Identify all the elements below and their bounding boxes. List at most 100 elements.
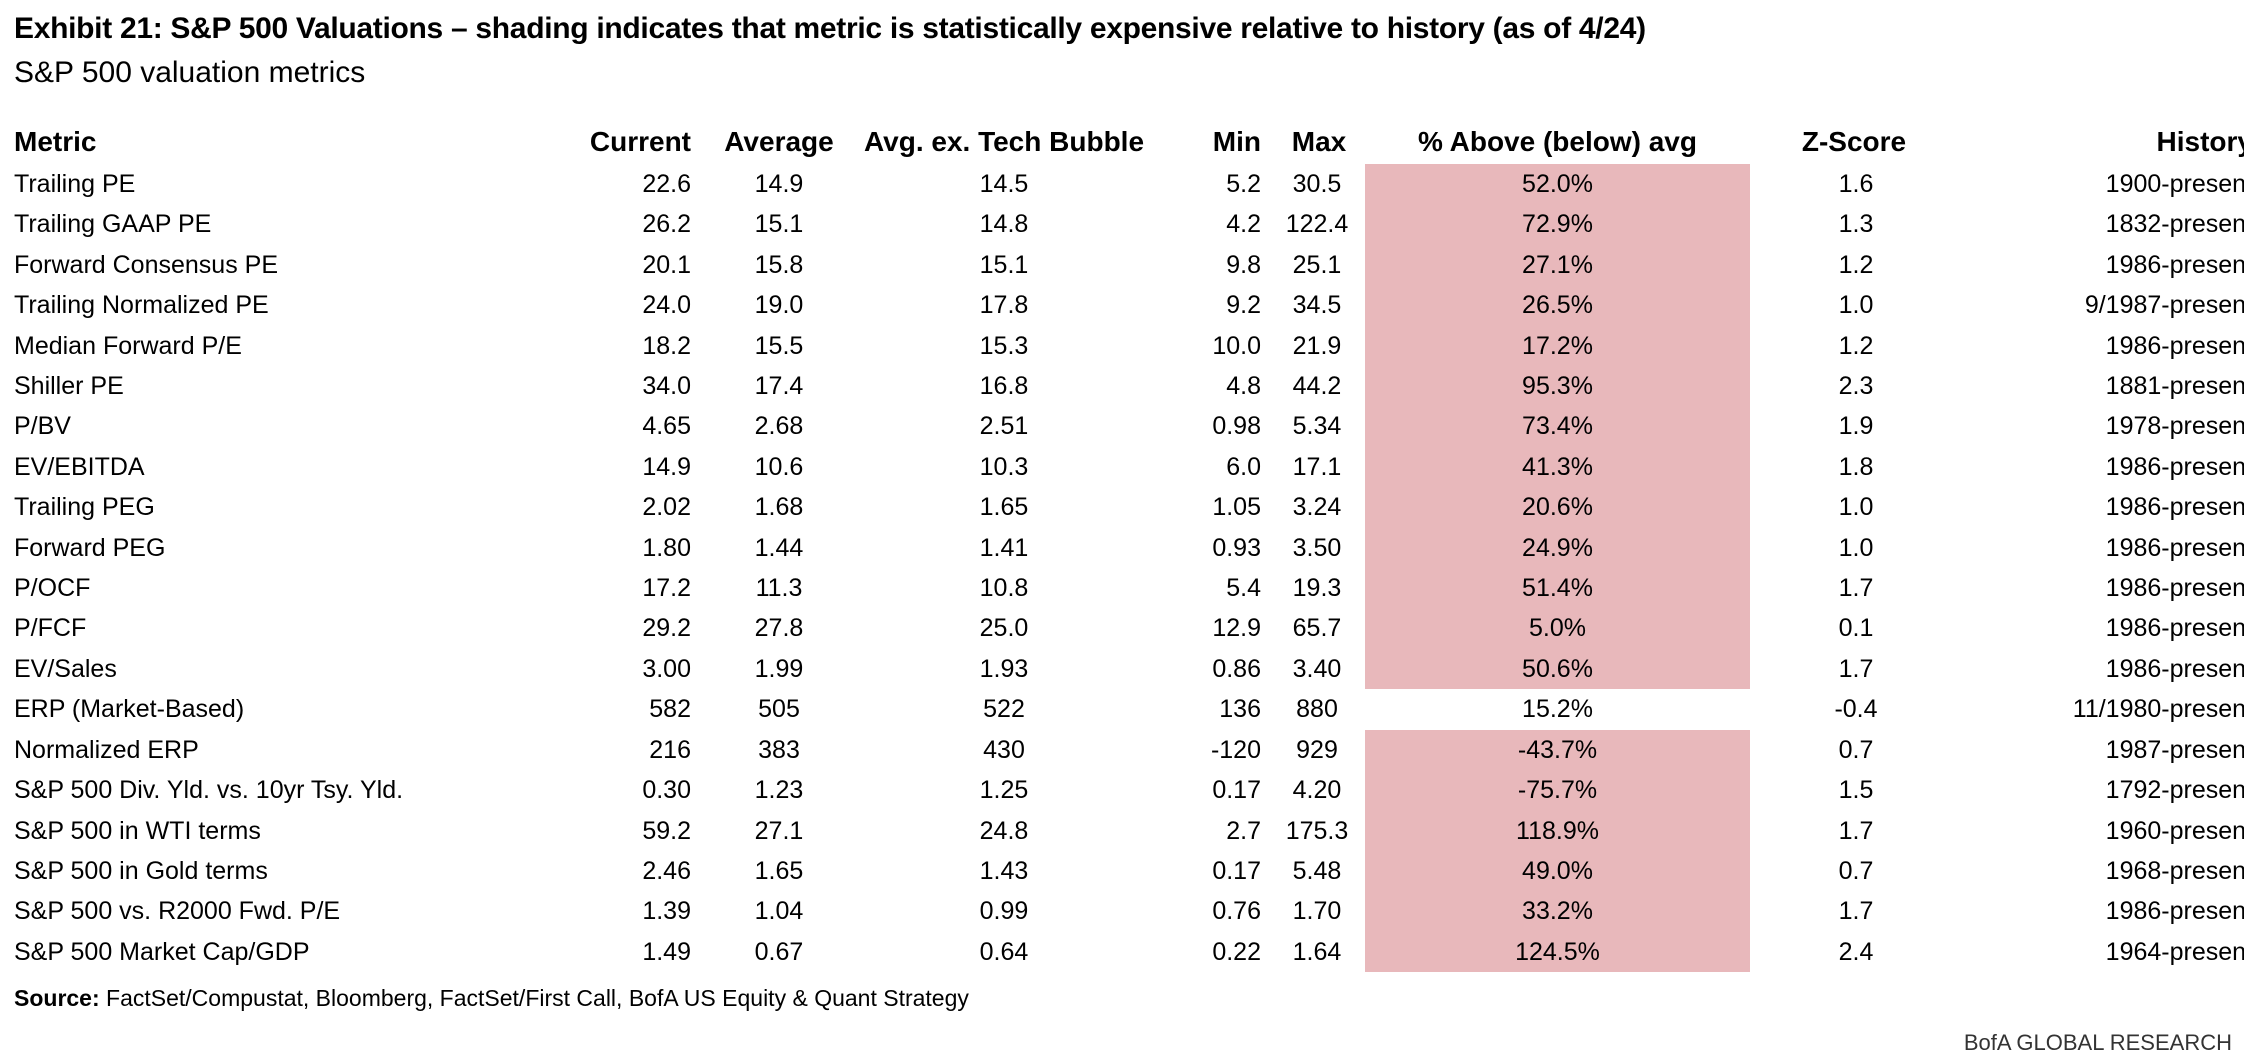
table-row: ERP (Market-Based) 582 505 522 136 880 15.2% -0… [14,689,2244,730]
cell-history: 1964-present [2105,937,2244,966]
cell-current: 20.1 [642,250,691,279]
cell-average: 27.1 [754,816,804,845]
cell-history: 1986-present [2105,493,2244,522]
cell-pct-above: 5.0% [1357,608,1758,649]
col-header-average: Average [724,126,834,157]
cell-max: 65.7 [1292,614,1342,643]
cell-max: 21.9 [1292,331,1342,360]
cell-pct-above: 15.2% [1357,689,1758,730]
cell-metric: P/FCF [14,614,87,643]
cell-history: 1978-present [2105,412,2244,441]
col-header-z-score: Z-Score [1801,126,1907,157]
cell-z-score: 2.4 [1838,937,1874,966]
cell-history: 1986-present [2105,250,2244,279]
cell-average: 505 [758,695,800,724]
cell-current: 18.2 [642,331,691,360]
cell-pct-above: 124.5% [1357,931,1758,973]
cell-min: 10.0 [1212,331,1261,360]
cell-current: 26.2 [642,210,691,239]
valuation-table: Metric Current Average Avg. ex. Tech Bub… [14,120,2244,973]
cell-avg-ex-tech: 10.3 [979,452,1029,481]
cell-pct-above: 73.4% [1357,406,1758,447]
table-row: EV/EBITDA 14.9 10.6 10.3 6.0 17.1 41.3% 1.8 1986… [14,446,2244,488]
cell-average: 1.68 [754,493,804,522]
cell-max: 880 [1296,695,1338,724]
cell-metric: S&P 500 Market Cap/GDP [14,937,310,966]
cell-average: 1.65 [754,856,804,885]
cell-max: 3.40 [1292,654,1342,683]
cell-metric: Forward PEG [14,533,166,562]
cell-min: 12.9 [1212,614,1261,643]
cell-max: 175.3 [1285,816,1349,845]
table-row: Trailing GAAP PE 26.2 15.1 14.8 4.2 122.4 72.9… [14,204,2244,245]
cell-pct-above: 33.2% [1357,891,1758,932]
cell-history: 9/1987-present [2084,291,2244,320]
cell-avg-ex-tech: 15.1 [979,250,1029,279]
cell-z-score: 1.7 [1838,816,1874,845]
cell-metric: P/OCF [14,574,91,603]
cell-avg-ex-tech: 1.43 [979,856,1029,885]
cell-min: 4.2 [1226,210,1261,239]
cell-pct-above: 20.6% [1357,487,1758,528]
cell-z-score: 0.1 [1838,614,1874,643]
cell-z-score: 1.8 [1838,452,1874,481]
cell-metric: S&P 500 Div. Yld. vs. 10yr Tsy. Yld. [14,776,404,805]
cell-min: 0.93 [1212,533,1261,562]
cell-metric: Trailing Normalized PE [14,291,269,320]
cell-avg-ex-tech: 17.8 [979,291,1029,320]
cell-max: 122.4 [1285,210,1349,239]
cell-avg-ex-tech: 16.8 [979,372,1029,401]
cell-metric: Shiller PE [14,372,124,401]
cell-metric: Trailing GAAP PE [14,210,212,239]
cell-avg-ex-tech: 430 [983,735,1025,764]
cell-history: 1987-present [2105,735,2244,764]
cell-average: 11.3 [755,574,803,603]
cell-max: 44.2 [1292,372,1342,401]
cell-metric: EV/Sales [14,654,117,683]
cell-metric: S&P 500 in Gold terms [14,856,268,885]
cell-z-score: 1.0 [1838,533,1874,562]
cell-current: 22.6 [642,170,691,198]
cell-history: 1986-present [2105,533,2244,562]
cell-history: 1986-present [2105,331,2244,360]
cell-max: 4.20 [1292,776,1342,805]
cell-history: 1881-present [2105,372,2244,401]
cell-history: 1832-present [2105,210,2244,239]
cell-pct-above: 26.5% [1357,285,1758,326]
table-body: Trailing PE 22.6 14.9 14.5 5.2 30.5 52.0% 1.6 19… [14,164,2244,973]
table-row: P/FCF 29.2 27.8 25.0 12.9 65.7 5.0% 0.1 1986-pre… [14,608,2244,649]
cell-max: 34.5 [1292,291,1342,320]
cell-current: 4.65 [642,412,691,441]
table-row: S&P 500 in WTI terms 59.2 27.1 24.8 2.7 175.3… [14,810,2244,851]
col-header-max: Max [1291,126,1347,157]
cell-average: 0.67 [754,937,804,966]
cell-z-score: 1.6 [1838,170,1874,198]
cell-min: 2.7 [1226,816,1261,845]
cell-average: 383 [758,735,800,764]
cell-current: 3.00 [642,654,691,683]
table-row: S&P 500 in Gold terms 2.46 1.65 1.43 0.17 5.4… [14,850,2244,892]
cell-average: 27.8 [754,614,804,643]
cell-average: 1.99 [754,654,804,683]
cell-avg-ex-tech: 0.99 [979,897,1029,926]
cell-avg-ex-tech: 1.25 [979,776,1029,805]
cell-pct-above: 24.9% [1357,527,1758,569]
brand-footer: BofA GLOBAL RESEARCH [1963,1030,2232,1055]
cell-current: 582 [649,695,691,724]
cell-average: 15.1 [754,210,804,239]
cell-max: 5.34 [1292,412,1342,441]
table-row: Shiller PE 34.0 17.4 16.8 4.8 44.2 95.3% 2.3 188… [14,366,2244,407]
cell-avg-ex-tech: 1.41 [979,533,1029,562]
cell-z-score: 1.7 [1838,574,1874,603]
cell-z-score: 1.3 [1838,210,1874,239]
cell-z-score: 1.2 [1838,250,1874,279]
cell-average: 2.68 [754,412,804,441]
cell-min: 0.17 [1212,856,1261,885]
cell-history: 1968-present [2105,856,2244,885]
cell-max: 929 [1296,735,1338,764]
cell-pct-above: 72.9% [1357,204,1758,245]
cell-z-score: -0.4 [1834,695,1878,724]
cell-max: 30.5 [1292,170,1342,198]
cell-z-score: 0.7 [1838,856,1874,885]
cell-average: 1.23 [754,776,804,805]
